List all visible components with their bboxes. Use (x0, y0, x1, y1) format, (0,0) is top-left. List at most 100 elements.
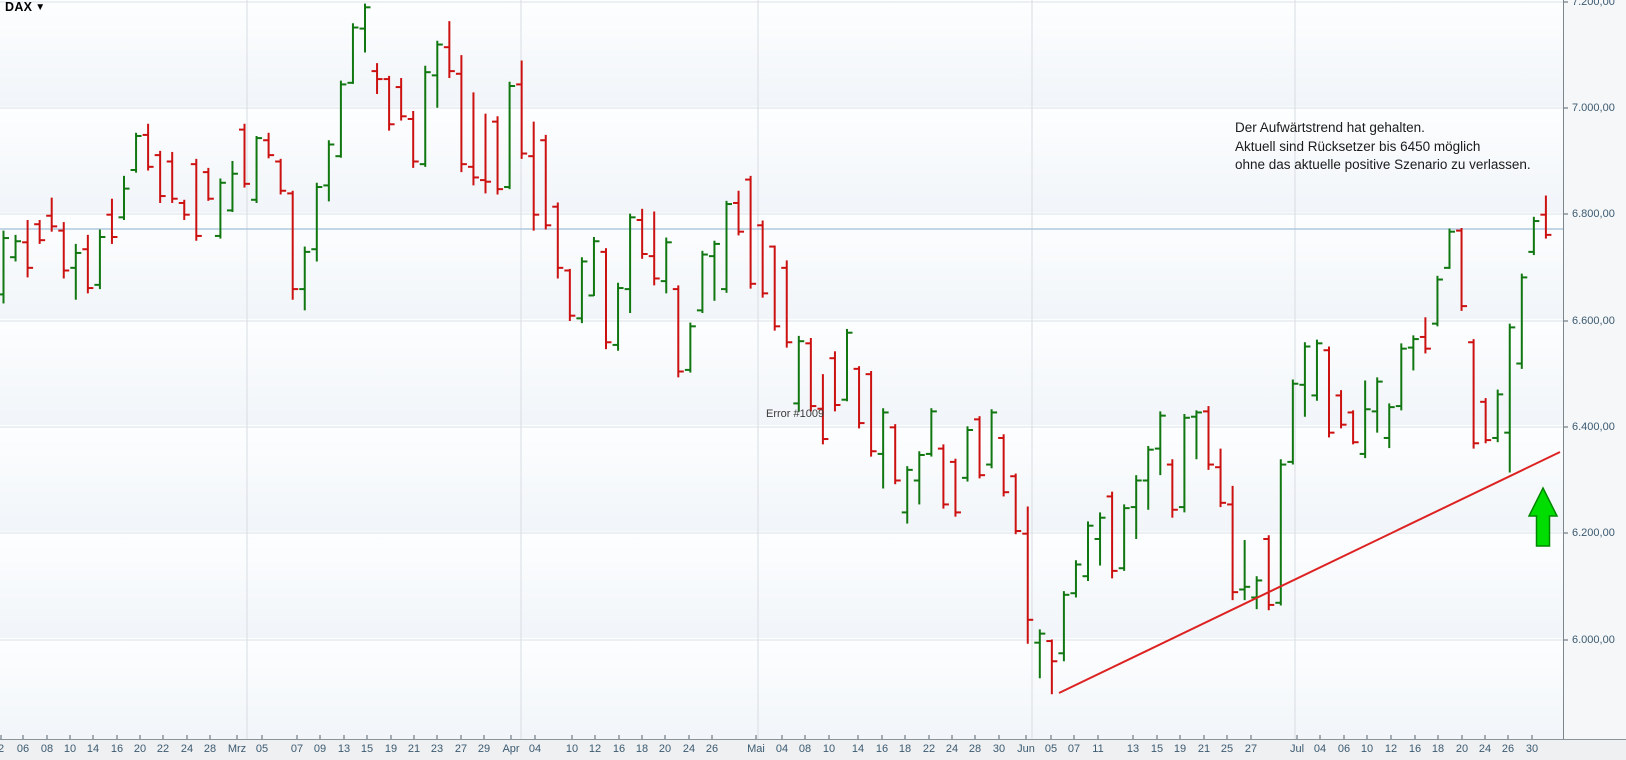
ohlc-bar[interactable] (383, 75, 395, 131)
ohlc-bar[interactable] (684, 322, 696, 373)
ohlc-bar[interactable] (1130, 475, 1142, 539)
ohlc-bar[interactable] (1431, 275, 1443, 327)
ohlc-bar[interactable] (1118, 504, 1130, 571)
ohlc-bar[interactable] (708, 240, 720, 301)
ohlc-bar[interactable] (1275, 459, 1287, 606)
ohlc-bar[interactable] (853, 366, 865, 429)
ohlc-bar[interactable] (1046, 639, 1058, 695)
ohlc-bar[interactable] (1347, 410, 1359, 445)
ohlc-bar[interactable] (106, 198, 118, 244)
ohlc-bar[interactable] (757, 220, 769, 298)
ohlc-bar[interactable] (1444, 228, 1455, 269)
ohlc-bar[interactable] (1094, 512, 1106, 566)
ohlc-bar[interactable] (769, 245, 781, 331)
ohlc-bar[interactable] (1190, 410, 1202, 460)
ohlc-bar[interactable] (733, 190, 745, 236)
ohlc-bar[interactable] (1299, 342, 1311, 417)
ohlc-bar[interactable] (1407, 335, 1419, 371)
ohlc-bar[interactable] (1359, 380, 1371, 459)
ohlc-bar[interactable] (564, 268, 576, 321)
ohlc-bar[interactable] (974, 416, 986, 479)
ohlc-bar[interactable] (263, 132, 275, 159)
ohlc-bar[interactable] (455, 55, 467, 173)
ohlc-bar[interactable] (998, 434, 1010, 497)
ohlc-bar[interactable] (299, 246, 311, 311)
ohlc-bar[interactable] (46, 197, 58, 232)
ohlc-bar[interactable] (1251, 576, 1263, 610)
ohlc-bar[interactable] (226, 160, 238, 213)
ohlc-bar[interactable] (949, 458, 961, 517)
ohlc-bar[interactable] (1022, 506, 1034, 644)
ohlc-bar[interactable] (1311, 339, 1323, 401)
ohlc-bar[interactable] (371, 63, 383, 94)
ohlc-bar[interactable] (239, 123, 250, 188)
ohlc-bar[interactable] (1480, 398, 1492, 444)
ohlc-bar[interactable] (1142, 445, 1154, 510)
ohlc-bar[interactable] (202, 167, 214, 201)
ohlc-bar[interactable] (407, 110, 419, 168)
ohlc-bar[interactable] (1395, 343, 1407, 411)
ohlc-bar[interactable] (70, 243, 82, 300)
ohlc-bar[interactable] (781, 260, 793, 348)
ohlc-bar[interactable] (1239, 540, 1251, 601)
ohlc-bar[interactable] (94, 229, 106, 290)
ohlc-bar[interactable] (1178, 414, 1190, 513)
ohlc-bar[interactable] (1287, 379, 1299, 465)
ohlc-bar[interactable] (178, 199, 190, 220)
ohlc-bar[interactable] (1419, 317, 1431, 354)
ohlc-bar[interactable] (34, 219, 46, 244)
ohlc-bar[interactable] (251, 135, 263, 203)
ohlc-bar[interactable] (142, 123, 154, 171)
ohlc-bar[interactable] (600, 248, 612, 350)
ohlc-bar[interactable] (1335, 390, 1347, 429)
ohlc-bar[interactable] (1154, 411, 1166, 476)
ohlc-bar[interactable] (937, 444, 949, 509)
ohlc-bar[interactable] (901, 466, 913, 524)
ohlc-bar[interactable] (660, 237, 672, 294)
ohlc-bar[interactable] (0, 230, 9, 304)
ohlc-bar[interactable] (1371, 377, 1383, 433)
ohlc-bar[interactable] (10, 234, 22, 262)
ohlc-bar[interactable] (492, 116, 504, 195)
ohlc-bar[interactable] (1082, 521, 1094, 581)
ohlc-bar[interactable] (118, 175, 130, 220)
ohlc-bar[interactable] (962, 426, 973, 482)
ohlc-bar[interactable] (58, 222, 70, 279)
ohlc-bar[interactable] (925, 408, 937, 457)
ohlc-bar[interactable] (624, 213, 636, 314)
ohlc-bar[interactable] (287, 190, 299, 300)
ohlc-bar[interactable] (154, 150, 166, 203)
ohlc-bar[interactable] (1070, 560, 1082, 598)
ohlc-bar[interactable] (672, 285, 684, 378)
ohlc-bar[interactable] (1492, 389, 1504, 443)
ohlc-bar[interactable] (1203, 406, 1214, 470)
ohlc-bar[interactable] (1468, 339, 1480, 449)
ohlc-bar[interactable] (841, 328, 853, 402)
ohlc-bar[interactable] (528, 121, 540, 231)
ohlc-bar[interactable] (347, 23, 359, 84)
ohlc-bar[interactable] (1106, 491, 1118, 579)
ohlc-bar[interactable] (504, 81, 516, 190)
ohlc-bar[interactable] (588, 236, 600, 297)
ohlc-bar[interactable] (22, 219, 34, 278)
ohlc-bar[interactable] (359, 3, 371, 53)
ohlc-bar[interactable] (552, 202, 564, 279)
ohlc-bar[interactable] (696, 250, 708, 314)
ohlc-bar[interactable] (443, 21, 455, 79)
ohlc-bar[interactable] (986, 409, 998, 469)
ohlc-bar[interactable] (576, 257, 588, 324)
ohlc-bar[interactable] (311, 182, 323, 262)
ohlc-bar[interactable] (1540, 195, 1552, 239)
ohlc-bar[interactable] (1010, 473, 1022, 535)
ohlc-bar[interactable] (323, 140, 335, 202)
ohlc-bar[interactable] (636, 208, 648, 259)
ohlc-bar[interactable] (1215, 448, 1227, 508)
ohlc-bar[interactable] (190, 158, 202, 241)
ohlc-bar[interactable] (395, 78, 407, 121)
ohlc-bar[interactable] (1456, 227, 1468, 311)
ohlc-bar[interactable] (166, 151, 178, 203)
ohlc-bar[interactable] (817, 374, 829, 445)
ohlc-bar[interactable] (419, 65, 431, 167)
ohlc-bar[interactable] (1504, 323, 1516, 473)
